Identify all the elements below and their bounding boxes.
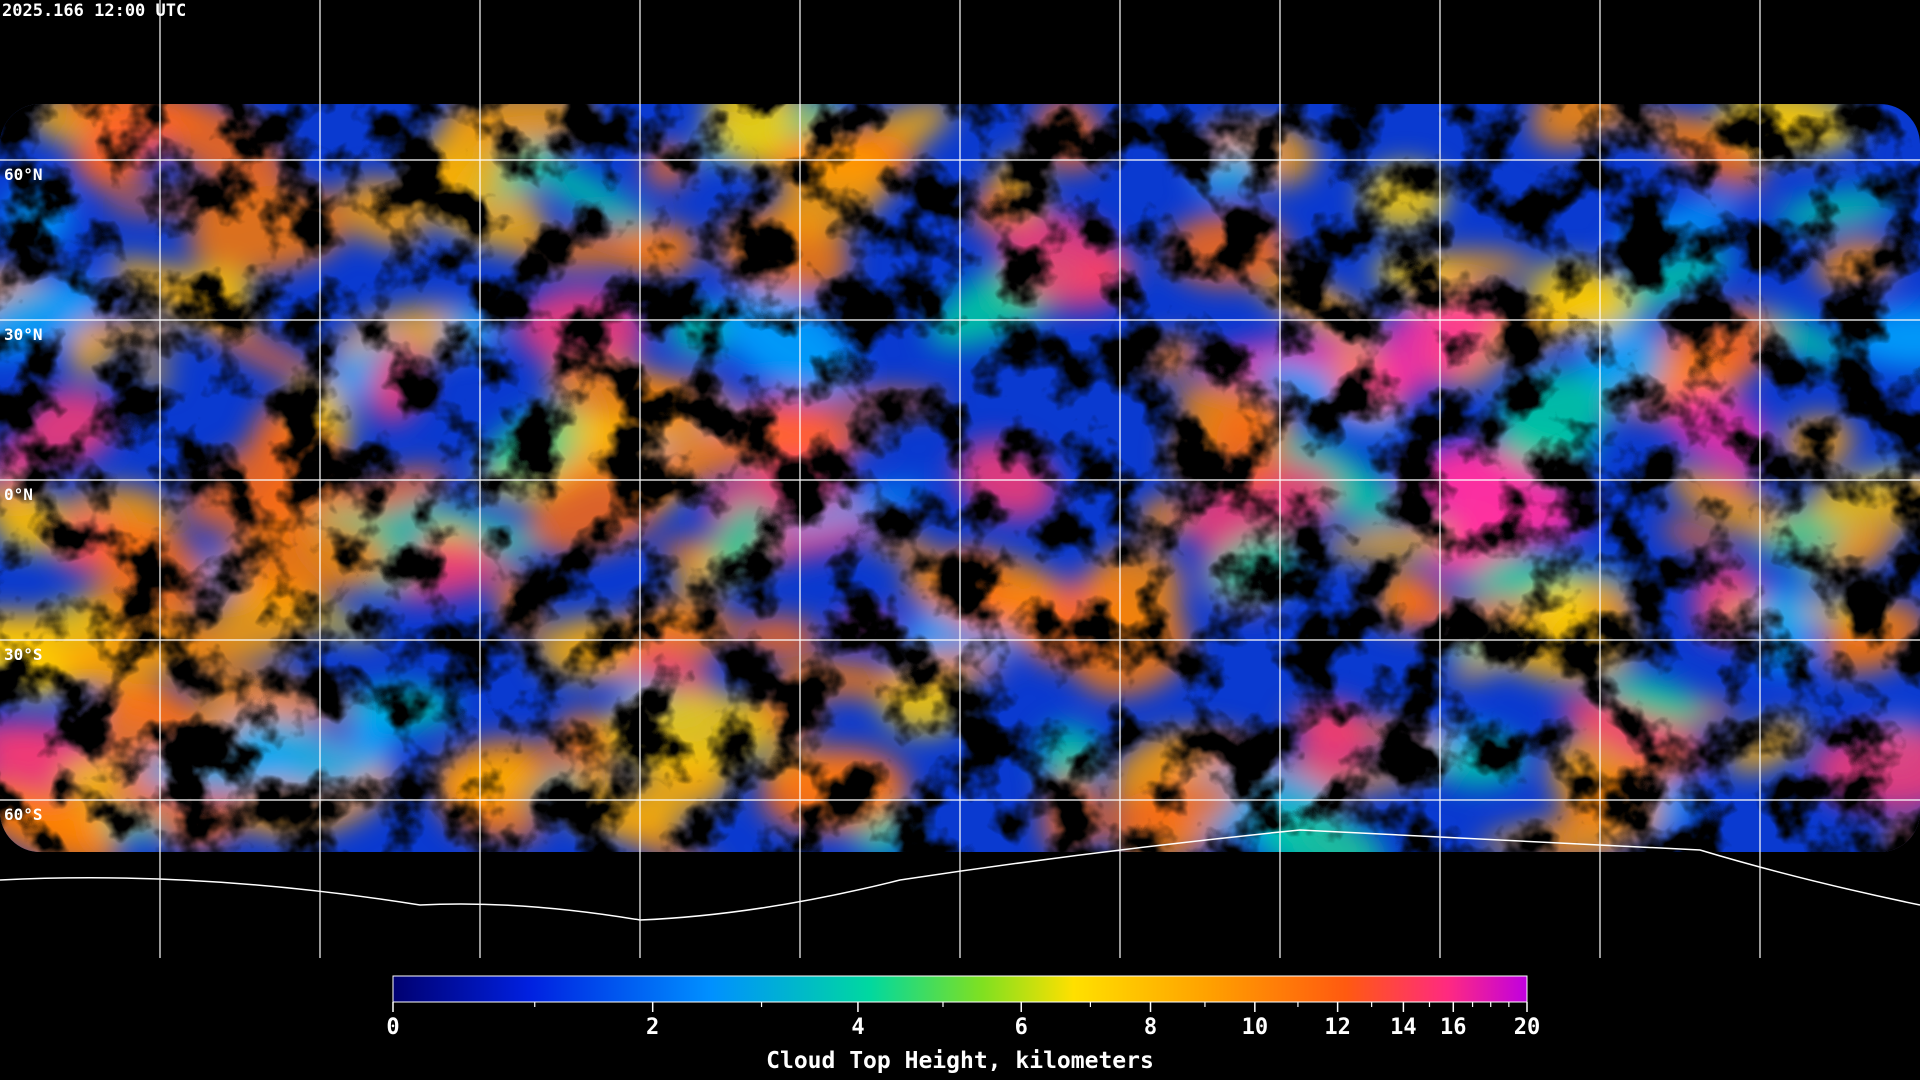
graticule — [0, 0, 1920, 958]
colorbar-tick-label: 16 — [1440, 1015, 1467, 1040]
colorbar-tick-label: 20 — [1514, 1015, 1541, 1040]
latitude-label: 60°N — [4, 165, 43, 184]
colorbar-ticks: 0 2 4 6 8 10 12 14 16 20 — [386, 1002, 1540, 1040]
colorbar-tick-label: 2 — [646, 1015, 659, 1040]
latitude-label: 0°N — [4, 485, 33, 504]
latitude-label: 60°S — [4, 805, 43, 824]
latitude-label: 30°N — [4, 325, 43, 344]
colorbar-label: Cloud Top Height, kilometers — [766, 1048, 1154, 1074]
latitude-label: 30°S — [4, 645, 43, 664]
colorbar-tick-label: 4 — [851, 1015, 864, 1040]
colorbar-tick-label: 0 — [386, 1015, 399, 1040]
colorbar-tick-label: 6 — [1015, 1015, 1028, 1040]
antarctica-outline — [0, 829, 1920, 921]
colorbar-tick-label: 10 — [1242, 1015, 1269, 1040]
colorbar-tick-label: 14 — [1390, 1015, 1417, 1040]
colorbar-tick-label: 8 — [1144, 1015, 1157, 1040]
colorbar — [392, 975, 1528, 1003]
colorbar-tick-label: 12 — [1324, 1015, 1351, 1040]
latitude-labels: 60°N 30°N 0°N 30°S 60°S — [4, 165, 43, 824]
timestamp: 2025.166 12:00 UTC — [2, 1, 186, 21]
